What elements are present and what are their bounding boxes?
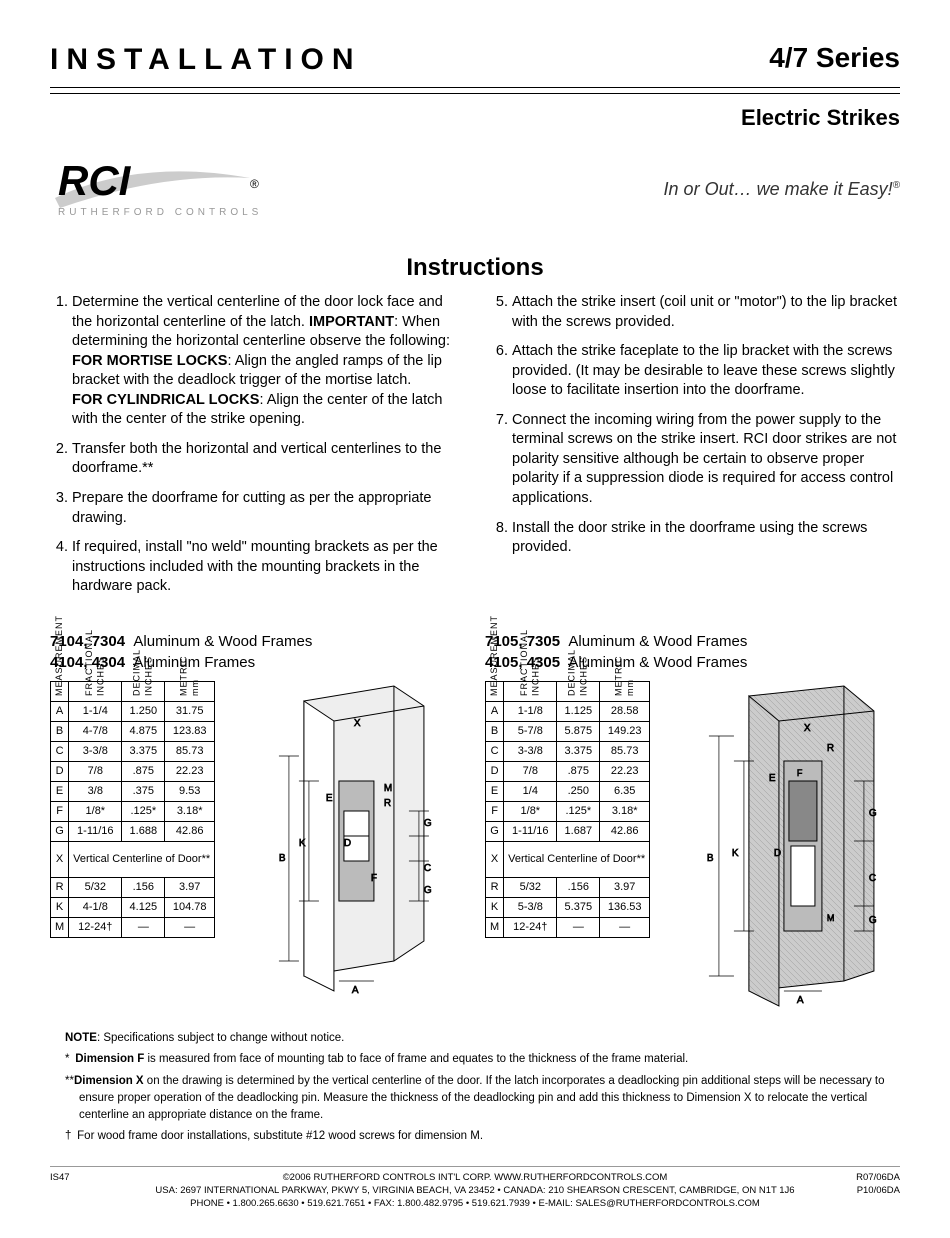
svg-text:B: B xyxy=(707,853,714,864)
instruction-item: Attach the strike faceplate to the lip b… xyxy=(512,342,900,401)
svg-text:B: B xyxy=(279,853,286,864)
header-series: 4/7 Series xyxy=(769,40,900,76)
footer-left: IS47 xyxy=(50,1171,70,1184)
table-row: M12-24†—— xyxy=(51,917,215,937)
table-row: C3-3/83.37585.73 xyxy=(51,741,215,761)
footer: IS47 ©2006 RUTHERFORD CONTROLS INT'L COR… xyxy=(50,1166,900,1211)
notes-block: NOTE: Specifications subject to change w… xyxy=(50,1030,900,1146)
instruction-item: Attach the strike insert (coil unit or "… xyxy=(512,293,900,332)
instruction-item: Install the door strike in the doorframe… xyxy=(512,519,900,558)
table-row: R5/32.1563.97 xyxy=(486,877,650,897)
instructions-right: Attach the strike insert (coil unit or "… xyxy=(490,293,900,607)
table-row: D7/8.87522.23 xyxy=(51,761,215,781)
svg-text:X: X xyxy=(804,723,811,734)
table-row: A1-1/41.25031.75 xyxy=(51,701,215,721)
svg-text:F: F xyxy=(371,873,377,884)
svg-text:E: E xyxy=(769,773,776,784)
footer-addr: USA: 2697 INTERNATIONAL PARKWAY, PKWY 5,… xyxy=(50,1184,900,1197)
table-row: A1-1/81.12528.58 xyxy=(486,701,650,721)
table-row: C3-3/83.37585.73 xyxy=(486,741,650,761)
table-row: F1/8*.125*3.18* xyxy=(486,801,650,821)
svg-text:G: G xyxy=(869,915,877,926)
diagram: B K X R F E D M G C G A xyxy=(658,681,900,1015)
svg-text:K: K xyxy=(732,848,739,859)
instructions-title: Instructions xyxy=(50,252,900,283)
svg-text:G: G xyxy=(869,808,877,819)
footer-copy: ©2006 RUTHERFORD CONTROLS INT'L CORP. WW… xyxy=(50,1171,900,1184)
measurement-table: MEASUREMENTFRACTIONALINCHESDECIMALINCHES… xyxy=(50,681,215,938)
svg-text:RUTHERFORD CONTROLS: RUTHERFORD CONTROLS xyxy=(58,207,262,218)
svg-text:R: R xyxy=(384,798,391,809)
svg-text:C: C xyxy=(424,863,431,874)
table-row: B4-7/84.875123.83 xyxy=(51,721,215,741)
svg-text:X: X xyxy=(354,718,361,729)
table-row: E1/4.2506.35 xyxy=(486,781,650,801)
page-header: INSTALLATION 4/7 Series xyxy=(50,40,900,88)
model-block: 7104, 7304 Aluminum & Wood Frames4104, 4… xyxy=(50,632,465,1015)
model-head: 7104, 7304 Aluminum & Wood Frames xyxy=(50,632,465,652)
svg-text:M: M xyxy=(384,783,392,794)
note-main: NOTE: Specifications subject to change w… xyxy=(65,1030,900,1047)
footer-phone: PHONE • 1.800.265.6630 • 519.621.7651 • … xyxy=(50,1197,900,1210)
tagline: In or Out… we make it Easy!® xyxy=(664,178,900,201)
table-row: G1-11/161.68742.86 xyxy=(486,821,650,841)
svg-text:RCI: RCI xyxy=(58,157,132,204)
note-star: * Dimension F is measured from face of m… xyxy=(65,1051,900,1068)
svg-text:A: A xyxy=(352,985,359,996)
instruction-item: If required, install "no weld" mounting … xyxy=(72,538,460,597)
footer-right: R07/06DA P10/06DA xyxy=(856,1171,900,1198)
model-block: 7105, 7305 Aluminum & Wood Frames4105, 4… xyxy=(485,632,900,1015)
svg-text:M: M xyxy=(827,913,835,923)
model-head: 4105, 4305 Aluminum & Wood Frames xyxy=(485,653,900,673)
table-row: M12-24†—— xyxy=(486,917,650,937)
svg-text:F: F xyxy=(797,768,803,778)
table-row: B5-7/85.875149.23 xyxy=(486,721,650,741)
header-title: INSTALLATION xyxy=(50,40,362,79)
svg-text:E: E xyxy=(326,793,333,804)
instruction-item: Determine the vertical centerline of the… xyxy=(72,293,460,430)
svg-text:D: D xyxy=(774,848,781,859)
note-dstar: **Dimension X on the drawing is determin… xyxy=(65,1073,900,1125)
instruction-item: Transfer both the horizontal and vertica… xyxy=(72,440,460,479)
svg-text:G: G xyxy=(424,885,432,896)
header-subtitle: Electric Strikes xyxy=(50,93,900,133)
instructions-left: Determine the vertical centerline of the… xyxy=(50,293,460,607)
table-row: E3/8.3759.53 xyxy=(51,781,215,801)
svg-text:®: ® xyxy=(250,177,259,191)
model-head: 4104, 4304 Aluminum Frames xyxy=(50,653,465,673)
table-row: K4-1/84.125104.78 xyxy=(51,897,215,917)
models-row: 7104, 7304 Aluminum & Wood Frames4104, 4… xyxy=(50,632,900,1015)
instruction-item: Connect the incoming wiring from the pow… xyxy=(512,411,900,509)
svg-text:A: A xyxy=(797,995,804,1006)
svg-text:K: K xyxy=(299,838,306,849)
table-row: D7/8.87522.23 xyxy=(486,761,650,781)
svg-text:C: C xyxy=(869,873,876,884)
svg-text:D: D xyxy=(344,838,351,849)
table-row: G1-11/161.68842.86 xyxy=(51,821,215,841)
note-dagger: † For wood frame door installations, sub… xyxy=(65,1128,900,1145)
svg-text:G: G xyxy=(424,818,432,829)
instruction-item: Prepare the doorframe for cutting as per… xyxy=(72,489,460,528)
table-row: R5/32.1563.97 xyxy=(51,877,215,897)
model-head: 7105, 7305 Aluminum & Wood Frames xyxy=(485,632,900,652)
logo-row: RCI ® RUTHERFORD CONTROLS In or Out… we … xyxy=(50,153,900,227)
instructions-body: Determine the vertical centerline of the… xyxy=(50,293,900,607)
table-row: F1/8*.125*3.18* xyxy=(51,801,215,821)
measurement-table: MEASUREMENTFRACTIONALINCHESDECIMALINCHES… xyxy=(485,681,650,938)
svg-text:R: R xyxy=(827,743,834,754)
logo-block: RCI ® RUTHERFORD CONTROLS xyxy=(50,153,270,227)
diagram: B K X M R E D F G C G A xyxy=(223,681,465,1015)
table-row: K5-3/85.375136.53 xyxy=(486,897,650,917)
